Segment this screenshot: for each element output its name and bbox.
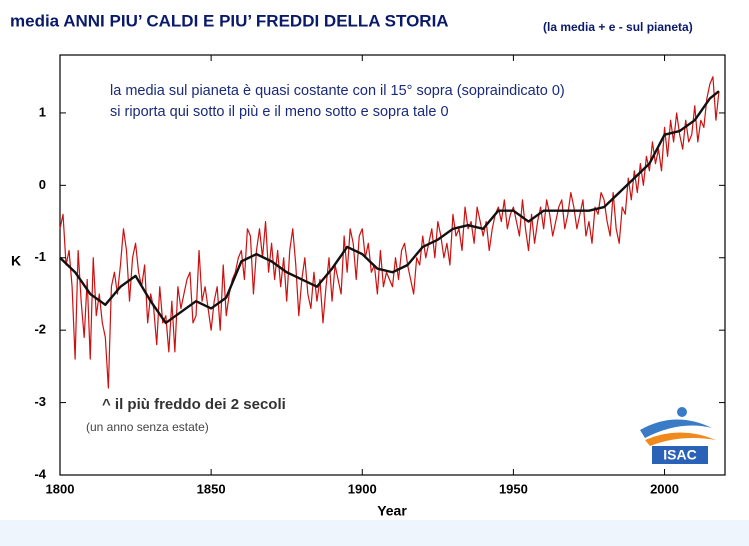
marks [59,76,720,389]
y-tick-label: -2 [34,322,46,337]
chart-subtitle: (la media + e - sul pianeta) [543,20,693,34]
line-series [59,76,720,389]
annotation: si riporta qui sotto il più e il meno so… [110,104,449,120]
y-tick-label: -3 [34,394,46,409]
plot-frame [59,54,726,476]
x-tick-label: 2000 [650,481,679,496]
x-tick-label: 1850 [197,481,226,496]
y-axis-label: K [11,253,21,269]
y-tick-label: 1 [39,104,46,119]
y-tick-label: -4 [34,466,46,481]
x-tick-label: 1900 [348,481,377,496]
y-tick-label: -1 [34,249,46,264]
y-tick-label: 0 [39,177,46,192]
annotation: (un anno senza estate) [86,420,209,434]
chart-title: media ANNI PIU’ CALDI E PIU’ FREDDI DELL… [10,11,449,30]
logo-swoosh [640,419,712,438]
x-tick-label: 1800 [46,481,75,496]
x-axis-label: Year [377,503,407,519]
logo: ISAC [640,407,716,464]
x-tick-label: 1950 [499,481,528,496]
logo-swoosh [645,432,716,446]
annotation: ^ il più freddo dei 2 secoli [102,396,286,413]
line-series [59,90,720,325]
logo-box [652,446,708,464]
logo-text: ISAC [663,447,696,463]
logo-dot [677,407,687,417]
annotation: la media sul pianeta è quasi costante co… [110,83,565,99]
footer-band [0,520,749,546]
